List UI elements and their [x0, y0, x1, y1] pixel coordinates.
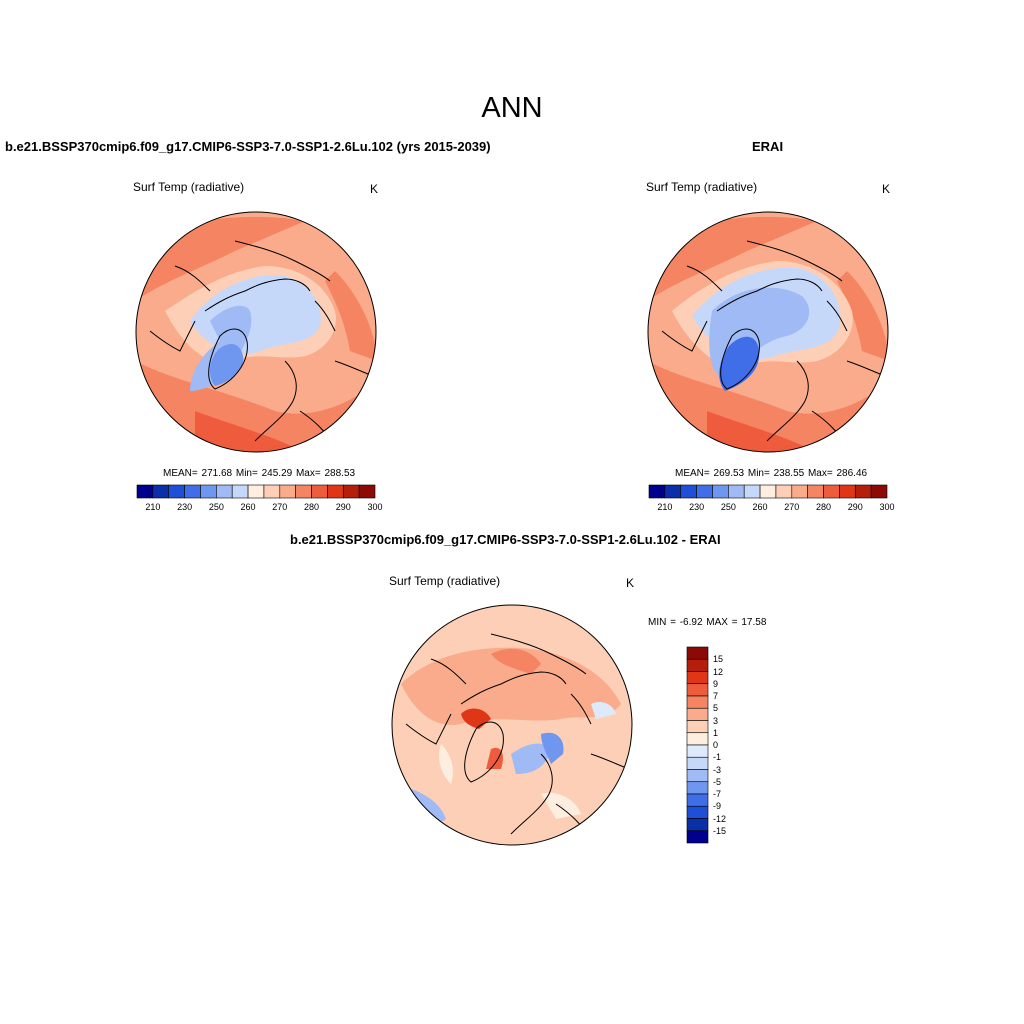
colorbar-tick-label: 250 [208, 502, 224, 512]
colorbar-swatch [686, 646, 709, 660]
colorbar-tick-label: 270 [784, 502, 800, 512]
colorbar-swatch [680, 484, 697, 499]
figure-title: ANN [481, 92, 543, 124]
colorbar-tick-label: 270 [272, 502, 288, 512]
colorbar-tick-label: 12 [713, 666, 724, 677]
colorbar-tick-label: -9 [713, 801, 722, 812]
colorbar-swatch [686, 707, 709, 721]
colorbar-swatch [311, 484, 328, 499]
colorbar-swatch [295, 484, 312, 499]
colorbar-tick-label: 9 [713, 678, 719, 689]
colorbar-tick-label: -15 [713, 825, 727, 836]
colorbar-tick-label: -5 [713, 776, 722, 787]
colorbar-swatch [152, 484, 170, 499]
colorbar-swatch [686, 805, 709, 819]
colorbar-tick-label: 290 [847, 502, 863, 512]
colorbar-swatch [728, 484, 745, 499]
colorbar-swatch [327, 484, 344, 499]
colorbar-tick-label: 300 [879, 502, 895, 512]
obs-panel-title: ERAI [752, 139, 784, 154]
diff-units-label: K [626, 576, 635, 590]
diff-polar-map [391, 604, 633, 846]
colorbar-swatch [136, 484, 154, 499]
diff-panel-title: b.e21.BSSP370cmip6.f09_g17.CMIP6-SSP3-7.… [290, 532, 721, 547]
colorbar-swatch [358, 484, 376, 499]
diff-colorbar-ticks: 15 12 9 7 5 3 1 0 -1 -3 -5 -7 -9 -12 -15 [713, 647, 733, 843]
colorbar-tick-label: 280 [816, 502, 832, 512]
colorbar-swatch [743, 484, 761, 499]
colorbar-tick-label: 3 [713, 715, 719, 726]
model-colorbar [136, 484, 376, 499]
colorbar-swatch [231, 484, 249, 499]
model-stats-text: MEAN= 271.68 Min= 245.29 Max= 288.53 [163, 468, 356, 479]
model-colorbar-ticks: 210 230 250 260 270 280 290 300 [137, 502, 382, 514]
colorbar-swatch [664, 484, 682, 499]
colorbar-tick-label: 260 [752, 502, 768, 512]
colorbar-swatch [686, 720, 709, 734]
colorbar-swatch [168, 484, 185, 499]
colorbar-tick-label: -3 [713, 764, 722, 775]
colorbar-tick-label: 210 [145, 502, 161, 512]
colorbar-tick-label: 260 [240, 502, 256, 512]
colorbar-swatch [342, 484, 360, 499]
colorbar-swatch [686, 658, 709, 672]
colorbar-swatch [791, 484, 808, 499]
colorbar-swatch [686, 744, 709, 758]
obs-polar-map [647, 211, 889, 453]
colorbar-swatch [870, 484, 888, 499]
colorbar-swatch [247, 484, 265, 499]
colorbar-swatch [696, 484, 713, 499]
colorbar-swatch [686, 818, 709, 832]
colorbar-tick-label: 250 [720, 502, 736, 512]
model-variable-label: Surf Temp (radiative) [133, 180, 245, 194]
diff-colorbar [686, 646, 709, 844]
colorbar-tick-label: 15 [713, 654, 724, 665]
model-panel-title: b.e21.BSSP370cmip6.f09_g17.CMIP6-SSP3-7.… [5, 139, 491, 154]
colorbar-swatch [648, 484, 666, 499]
colorbar-swatch [686, 830, 709, 844]
colorbar-swatch [686, 695, 709, 709]
colorbar-swatch [686, 756, 709, 770]
colorbar-swatch [686, 671, 709, 685]
colorbar-swatch [216, 484, 233, 499]
colorbar-tick-label: -1 [713, 752, 722, 763]
colorbar-swatch [686, 781, 709, 795]
colorbar-swatch [759, 484, 777, 499]
colorbar-tick-label: 5 [713, 703, 719, 714]
colorbar-tick-label: 300 [367, 502, 383, 512]
colorbar-swatch [279, 484, 296, 499]
colorbar-tick-label: -12 [713, 813, 727, 824]
colorbar-tick-label: 0 [713, 740, 719, 750]
diff-variable-label: Surf Temp (radiative) [389, 574, 501, 588]
colorbar-swatch [263, 484, 281, 499]
colorbar-tick-label: 210 [657, 502, 673, 512]
obs-colorbar-ticks: 210 230 250 260 270 280 290 300 [649, 502, 894, 514]
colorbar-swatch [712, 484, 729, 499]
colorbar-tick-label: 230 [689, 502, 705, 512]
colorbar-swatch [686, 732, 709, 746]
colorbar-tick-label: 280 [304, 502, 320, 512]
colorbar-swatch [184, 484, 201, 499]
obs-stats-text: MEAN= 269.53 Min= 238.55 Max= 286.46 [675, 468, 868, 479]
obs-colorbar [648, 484, 888, 499]
colorbar-swatch [686, 683, 709, 697]
colorbar-swatch [807, 484, 824, 499]
colorbar-swatch [686, 769, 709, 783]
colorbar-tick-label: -7 [713, 789, 722, 799]
obs-variable-label: Surf Temp (radiative) [646, 180, 758, 194]
colorbar-swatch [200, 484, 217, 499]
diff-stats-text: MIN = -6.92 MAX = 17.58 [648, 617, 767, 628]
colorbar-tick-label: 7 [713, 691, 719, 701]
colorbar-swatch [775, 484, 793, 499]
colorbar-tick-label: 290 [335, 502, 351, 512]
colorbar-swatch [686, 793, 709, 807]
model-units-label: K [370, 182, 379, 196]
colorbar-tick-label: 230 [177, 502, 193, 512]
colorbar-swatch [823, 484, 840, 499]
colorbar-swatch [854, 484, 872, 499]
obs-units-label: K [882, 182, 891, 196]
colorbar-tick-label: 1 [713, 727, 719, 738]
colorbar-swatch [839, 484, 856, 499]
model-polar-map [135, 211, 377, 453]
